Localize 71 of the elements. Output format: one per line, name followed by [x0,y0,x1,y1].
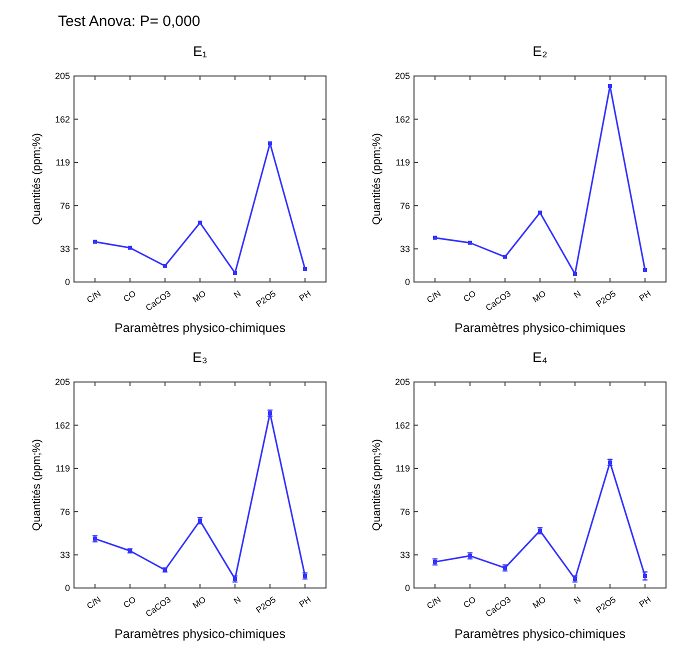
y-axis-title: Quantités (ppm;%) [31,133,43,225]
y-tick-label: 162 [54,420,70,430]
y-axis-title: Quantités (ppm;%) [371,133,383,225]
x-axis-title: Paramètres physico-chimiques [454,627,626,641]
y-tick-label: 33 [400,244,410,254]
x-tick-label: CO [461,288,478,304]
chart-title: E₂ [532,43,548,59]
x-tick-label: N [232,288,243,300]
y-tick-label: 33 [60,550,70,560]
x-tick-label: C/N [424,288,443,305]
y-tick-label: 205 [54,377,70,388]
x-tick-label: CO [121,288,138,304]
y-tick-label: 119 [396,158,410,168]
y-tick-label: 162 [394,420,410,430]
y-tick-label: 162 [394,114,410,124]
y-tick-label: 205 [394,377,410,388]
chart-title: E₁ [192,43,208,59]
x-tick-label: PH [297,594,313,610]
x-tick-label: N [572,594,583,606]
point [198,220,202,225]
x-axis-title: Paramètres physico-chimiques [114,627,286,641]
point [468,240,472,245]
x-tick-label: N [572,288,583,300]
y-tick-label: 119 [396,464,410,474]
chart-title: E₃ [192,349,208,365]
x-tick-label: C/N [424,594,443,611]
point [433,236,437,240]
point [93,240,97,244]
point [503,254,507,259]
y-tick-label: 0 [404,583,410,594]
y-tick-label: 205 [394,71,410,82]
x-tick-label: MO [530,594,548,610]
y-tick-label: 76 [400,506,410,517]
y-tick-label: 33 [60,244,70,254]
x-axis-title: Paramètres physico-chimiques [454,321,626,335]
y-axis-title: Quantités (ppm;%) [31,439,43,531]
text: Test Anova: P= 0,000 [58,13,200,30]
y-tick-label: 119 [56,158,70,168]
y-tick-label: 0 [64,277,70,288]
x-tick-label: PH [637,288,653,304]
x-tick-label: PH [297,288,313,304]
y-tick-label: 0 [404,277,410,288]
point [303,266,307,271]
point [128,246,132,250]
y-tick-label: 76 [60,200,70,211]
x-tick-label: MO [190,288,208,304]
y-tick-label: 76 [400,200,410,211]
x-tick-label: N [232,594,243,606]
point [163,264,167,268]
point [643,268,647,272]
x-tick-label: C/N [84,288,103,305]
y-tick-label: 162 [54,114,70,124]
x-tick-label: MO [190,594,208,610]
y-tick-label: 119 [56,464,70,474]
y-tick-label: 76 [60,506,70,517]
x-tick-label: MO [530,288,548,304]
point [268,141,272,146]
x-axis-title: Paramètres physico-chimiques [114,321,286,335]
y-tick-label: 33 [400,550,410,560]
x-tick-label: C/N [84,594,103,611]
y-axis-title: Quantités (ppm;%) [371,439,383,531]
x-tick-label: PH [637,594,653,610]
point [538,210,542,215]
point [233,270,237,275]
point [608,84,612,88]
chart-title: E₄ [532,349,548,365]
x-tick-label: CO [121,594,138,610]
y-tick-label: 205 [54,71,70,82]
y-tick-label: 0 [64,583,70,594]
x-tick-label: CO [461,594,478,610]
point [573,272,577,276]
